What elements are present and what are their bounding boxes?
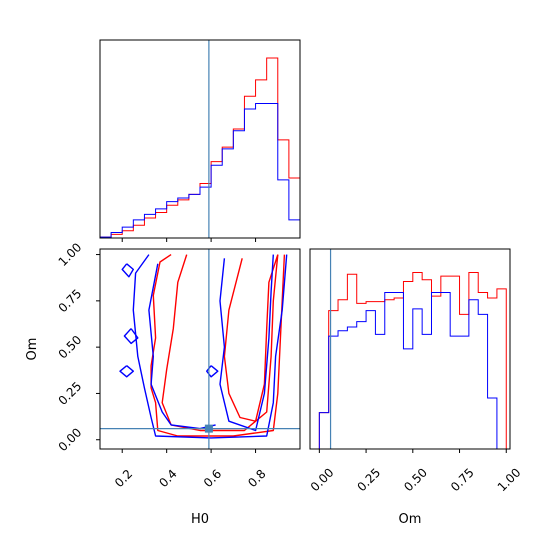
scatter-ytick-label: 0.25 bbox=[56, 379, 85, 408]
contour-blue bbox=[148, 263, 216, 430]
scatter-contours bbox=[119, 254, 288, 439]
hist-om-frame bbox=[309, 248, 511, 450]
hist-h0-frame bbox=[99, 39, 301, 239]
scatter-truth-point bbox=[204, 424, 213, 433]
scatter-xtick-label: 0.4 bbox=[156, 467, 179, 490]
scatter-xtick-label: 0.2 bbox=[112, 467, 135, 490]
hist-h0-step-red bbox=[99, 57, 301, 238]
hist-h0-ticks bbox=[121, 238, 257, 242]
y-axis-label-om: Om bbox=[25, 338, 40, 361]
contour-red bbox=[150, 254, 286, 437]
x-axis-label-h0: H0 bbox=[191, 512, 209, 527]
hist-om-xtick-label: 0.75 bbox=[448, 465, 477, 494]
contour-red bbox=[223, 254, 279, 422]
contour-blue bbox=[123, 328, 139, 345]
hist-om-xtick-label: 0.00 bbox=[308, 465, 337, 494]
hist-om-xtick-label: 1.00 bbox=[495, 465, 524, 494]
scatter-xticks: 0.2 0.4 0.6 0.8 bbox=[112, 449, 269, 490]
hist-om-xticks: 0.00 0.25 0.50 0.75 1.00 bbox=[308, 449, 524, 494]
hist-h0-panel bbox=[99, 39, 301, 242]
hist-om-step-blue bbox=[310, 291, 507, 450]
scatter-ytick-label: 0.50 bbox=[56, 333, 85, 362]
scatter-ytick-label: 1.00 bbox=[56, 240, 85, 269]
contour-blue bbox=[132, 254, 288, 439]
scatter-panel: 0.2 0.4 0.6 0.8 0.00 0.25 0.50 0.75 1.00 H0 Om bbox=[25, 240, 301, 527]
contour-blue bbox=[121, 263, 135, 278]
contour-red bbox=[161, 254, 279, 432]
scatter-ytick-label: 0.00 bbox=[56, 425, 85, 454]
contour-blue bbox=[219, 254, 274, 432]
hist-om-step-red bbox=[310, 271, 507, 450]
scatter-frame bbox=[99, 248, 301, 450]
hist-h0-series bbox=[99, 57, 301, 238]
x-axis-label-om: Om bbox=[399, 512, 422, 527]
scatter-xtick-label: 0.8 bbox=[245, 467, 268, 490]
hist-h0-step-blue bbox=[99, 102, 301, 238]
contour-blue bbox=[205, 365, 219, 378]
hist-om-xtick-label: 0.50 bbox=[401, 465, 430, 494]
contour-blue bbox=[119, 365, 135, 378]
scatter-yticks: 0.00 0.25 0.50 0.75 1.00 bbox=[56, 240, 100, 454]
hist-om-xtick-label: 0.25 bbox=[355, 465, 384, 494]
scatter-xtick-label: 0.6 bbox=[201, 467, 224, 490]
hist-om-panel: 0.00 0.25 0.50 0.75 1.00 Om bbox=[308, 248, 524, 527]
scatter-ytick-label: 0.75 bbox=[56, 286, 85, 315]
hist-om-series bbox=[310, 271, 507, 450]
